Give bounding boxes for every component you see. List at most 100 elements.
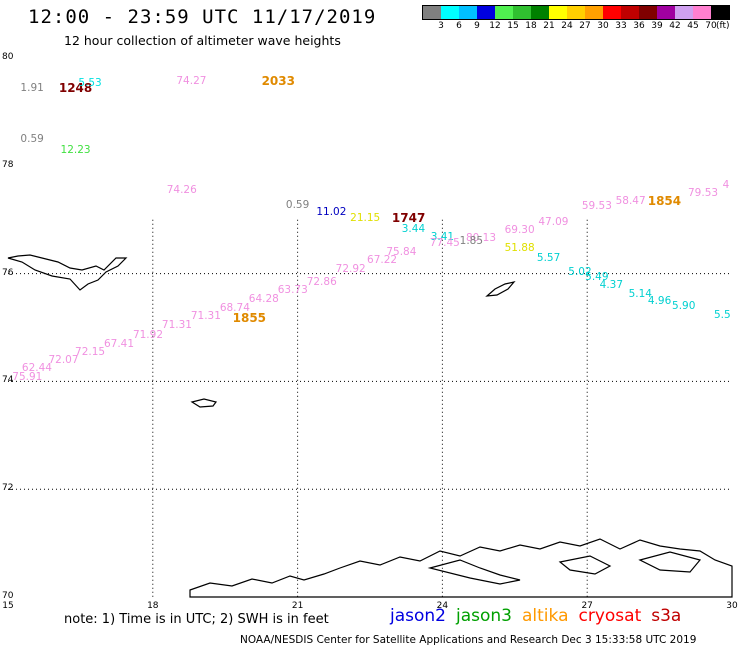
wave-height-label: 79.53	[688, 186, 719, 199]
wave-height-label: 47.09	[538, 215, 569, 228]
color-swatch	[675, 6, 693, 19]
wave-height-label: 77.45	[429, 236, 460, 249]
ship-report-label: 1248	[58, 81, 93, 96]
wave-height-label: 71.31	[161, 318, 192, 331]
wave-height-label: 21.15	[350, 211, 381, 224]
color-scale-swatches	[422, 5, 730, 20]
longitude-label: 27	[581, 601, 593, 611]
color-swatch	[495, 6, 513, 19]
color-scale-label: 70	[705, 21, 717, 31]
wave-height-label: 12.23	[60, 143, 91, 156]
latitude-label: 78	[2, 159, 14, 170]
hopen-island-outline	[485, 281, 516, 297]
latitude-label: 74	[2, 375, 14, 386]
color-swatch	[441, 6, 459, 19]
wave-height-label: 67.41	[103, 337, 135, 350]
wave-height-label: 4.37	[599, 278, 624, 291]
ship-report-label: 2033	[261, 74, 295, 89]
wave-height-label: 5.49	[585, 271, 609, 284]
norway-coast-outline	[189, 538, 733, 598]
wave-height-label: 75.84	[386, 245, 417, 258]
wave-height-label: 64.28	[248, 292, 279, 305]
color-scale-label: 45	[687, 21, 699, 31]
footer-credit: NOAA/NESDIS Center for Satellite Applica…	[240, 634, 697, 646]
wave-height-label: 74.27	[176, 75, 207, 88]
ship-report-label: 1747	[391, 210, 426, 225]
wave-height-label: 59.53	[581, 200, 612, 213]
color-scale-labels: 3 6 9 12 15 18 21 24 27 30 33 36 39 42 45 70 (ft)	[422, 20, 730, 32]
color-swatch	[531, 6, 549, 19]
svalbard-coast-outline	[7, 254, 128, 291]
footer-note: note: 1) Time is in UTC; 2) SWH is in fe…	[64, 612, 329, 627]
color-scale-label: 21	[543, 21, 555, 31]
wave-height-label: 5.53	[78, 77, 102, 90]
satellite-legend-item: jason2	[390, 606, 446, 626]
color-swatch	[657, 6, 675, 19]
color-swatch	[639, 6, 657, 19]
wave-height-label: 72.07	[48, 353, 79, 366]
bear-island-outline	[190, 398, 218, 408]
longitude-label: 15	[2, 601, 14, 611]
color-scale-label: 6	[456, 21, 462, 31]
latitude-label: 76	[2, 267, 14, 278]
color-swatch	[621, 6, 639, 19]
wave-height-label: 0.59	[285, 199, 310, 212]
wave-height-label: 62.44	[21, 361, 52, 374]
color-scale-label: 3	[438, 21, 444, 31]
color-scale-legend: 3 6 9 12 15 18 21 24 27 30 33 36 39 42 45 70 (ft)	[422, 5, 730, 32]
wave-height-label: 5.14	[628, 288, 652, 301]
wave-height-label: 3.41	[430, 230, 455, 243]
longitude-label: 24	[436, 601, 449, 611]
wave-height-label: 63.73	[277, 283, 308, 296]
satellite-legend-item: cryosat	[578, 606, 642, 626]
wave-height-label: 5.57	[536, 251, 561, 264]
longitude-label: 21	[291, 601, 304, 611]
page-title: 12:00 - 23:59 UTC 11/17/2019	[28, 6, 377, 28]
color-scale-label: 15	[507, 21, 519, 31]
color-swatch	[693, 6, 711, 19]
satellite-legend-item: jason3	[456, 606, 512, 626]
ship-report-label: 1854	[647, 193, 682, 208]
color-swatch	[603, 6, 621, 19]
coast-island-outline	[427, 559, 521, 585]
wave-height-label: 11.02	[316, 205, 347, 218]
color-swatch	[567, 6, 585, 19]
color-scale-label: 42	[669, 21, 681, 31]
wave-height-label: 71.31	[190, 310, 221, 323]
color-scale-label: 27	[579, 21, 591, 31]
color-swatch	[585, 6, 603, 19]
wave-height-label: 69.30	[504, 223, 535, 236]
color-scale-label: 24	[561, 21, 573, 31]
color-swatch	[711, 6, 729, 19]
wave-height-label: 4	[722, 178, 730, 191]
page-subtitle: 12 hour collection of altimeter wave hei…	[64, 33, 341, 48]
color-scale-unit: (ft)	[716, 21, 730, 31]
wave-height-label: 4.96	[647, 294, 672, 307]
wave-height-label: 1.91	[20, 82, 44, 95]
color-scale-label: 30	[597, 21, 609, 31]
latitude-label: 72	[2, 483, 14, 494]
coast-island-outline	[558, 555, 612, 575]
color-scale-label: 12	[489, 21, 501, 31]
wave-height-label: 72.92	[335, 263, 366, 276]
wave-height-label: 71.92	[132, 328, 163, 341]
color-scale-label: 39	[651, 21, 663, 31]
latitude-label: 80	[2, 52, 14, 62]
color-scale-label: 9	[474, 21, 480, 31]
wave-height-label: 0.59	[20, 133, 44, 146]
color-scale-label: 18	[525, 21, 537, 31]
wave-height-label: 1.85	[459, 235, 484, 248]
wave-height-label: 58.47	[615, 194, 646, 207]
color-scale-label: 36	[633, 21, 645, 31]
color-swatch	[513, 6, 531, 19]
color-swatch	[477, 6, 495, 19]
wave-height-label: 74.26	[166, 184, 197, 197]
color-swatch	[459, 6, 477, 19]
latitude-label: 70	[2, 591, 14, 601]
wave-height-label: 75.91	[12, 370, 43, 383]
color-scale-label: 33	[615, 21, 627, 31]
longitude-label: 18	[147, 601, 159, 611]
map-grid	[8, 219, 732, 597]
wave-height-label: 5.90	[672, 299, 696, 312]
